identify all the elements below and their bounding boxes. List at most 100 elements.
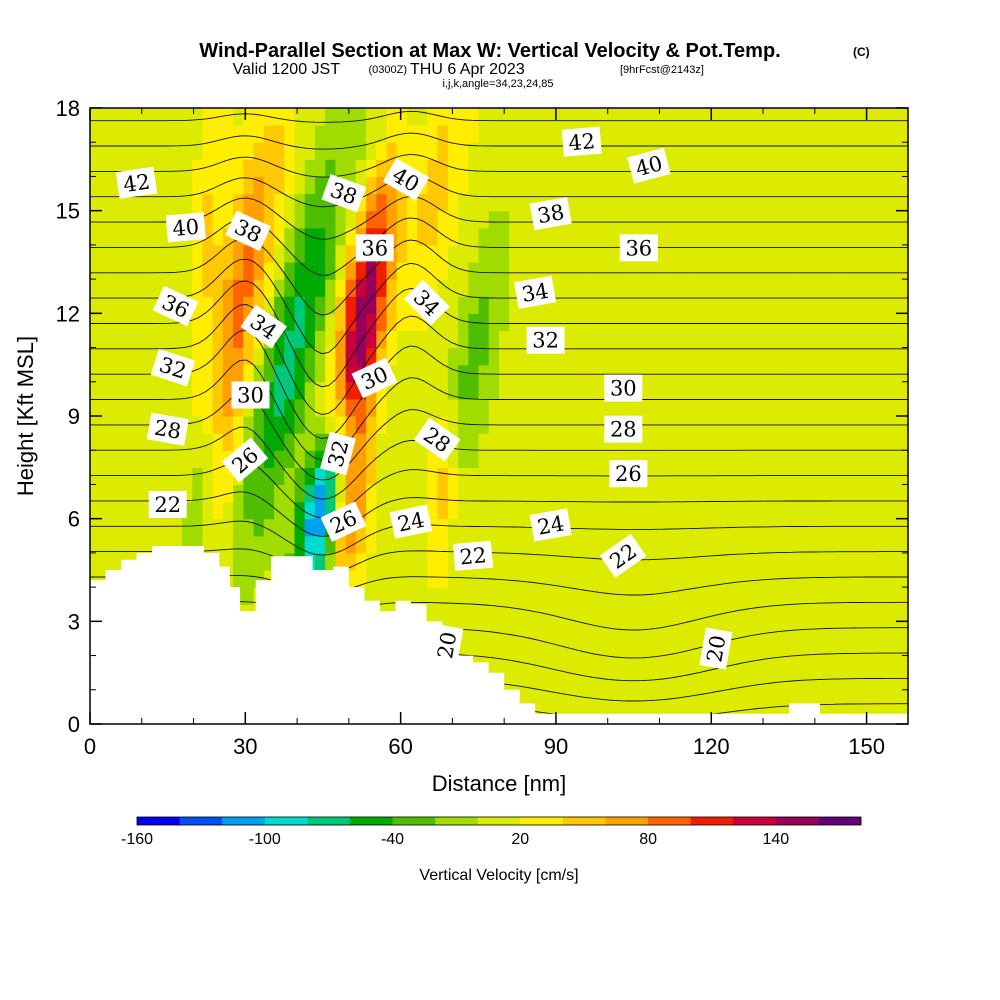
velocity-cell <box>284 330 296 349</box>
subtitle-forecast: [9hrFcst@2143z] <box>620 64 704 76</box>
velocity-cell <box>233 364 244 383</box>
velocity-cell <box>836 210 848 229</box>
velocity-cell <box>110 381 122 400</box>
velocity-cell <box>601 296 613 314</box>
velocity-cell <box>171 330 183 349</box>
velocity-cell <box>519 621 531 640</box>
velocity-cell <box>509 330 521 349</box>
velocity-cell <box>130 210 142 229</box>
velocity-cell <box>304 176 316 195</box>
velocity-cell <box>550 433 561 451</box>
velocity-cell <box>120 347 132 366</box>
velocity-cell <box>652 484 664 503</box>
velocity-cell <box>826 621 838 640</box>
velocity-cell <box>478 227 490 246</box>
velocity-cell <box>192 159 204 178</box>
velocity-cell <box>488 279 500 297</box>
velocity-cell <box>672 210 684 229</box>
velocity-cell <box>192 193 204 212</box>
velocity-cell <box>529 484 541 503</box>
velocity-cell <box>427 501 439 520</box>
velocity-cell <box>621 142 633 160</box>
velocity-cell <box>274 467 285 486</box>
velocity-cell <box>386 398 398 417</box>
velocity-cell <box>703 433 715 451</box>
velocity-cell <box>631 672 643 691</box>
velocity-cell <box>826 398 838 417</box>
velocity-cell <box>458 244 469 263</box>
velocity-cell <box>274 108 285 126</box>
velocity-cell <box>182 484 193 503</box>
velocity-cell <box>887 142 899 160</box>
velocity-cell <box>110 193 122 212</box>
velocity-cell <box>171 313 183 332</box>
velocity-cell <box>611 518 623 537</box>
velocity-cell <box>856 518 868 537</box>
velocity-cell <box>519 244 531 263</box>
velocity-cell <box>836 347 848 366</box>
velocity-cell <box>570 672 582 691</box>
velocity-cell <box>519 142 531 160</box>
velocity-cell <box>499 381 510 400</box>
velocity-cell <box>826 552 838 571</box>
velocity-cell <box>161 125 173 143</box>
velocity-cell <box>376 484 388 503</box>
velocity-cell <box>130 279 142 297</box>
velocity-cell <box>417 227 429 246</box>
velocity-cell <box>846 125 858 143</box>
velocity-cell <box>202 330 214 349</box>
velocity-cell <box>693 244 705 263</box>
velocity-cell <box>499 142 510 160</box>
velocity-cell <box>120 313 132 332</box>
velocity-cell <box>642 279 653 297</box>
velocity-cell <box>836 689 848 708</box>
velocity-cell <box>355 108 367 126</box>
velocity-cell <box>662 193 674 212</box>
colorbar-tick-label: -100 <box>249 831 281 848</box>
colorbar-tick-label: 80 <box>639 831 657 848</box>
velocity-cell <box>478 142 490 160</box>
colorbar-swatch <box>264 817 308 825</box>
velocity-cell <box>713 381 725 400</box>
velocity-cell <box>376 467 388 486</box>
velocity-cell <box>703 672 715 691</box>
velocity-cell <box>621 313 633 332</box>
velocity-cell <box>263 125 275 143</box>
velocity-cell <box>631 450 643 468</box>
velocity-cell <box>826 484 838 503</box>
velocity-cell <box>867 279 878 297</box>
velocity-cell <box>130 142 142 160</box>
velocity-cell <box>274 176 285 195</box>
velocity-cell <box>335 210 347 229</box>
velocity-cell <box>621 655 633 674</box>
velocity-cell <box>713 125 725 143</box>
velocity-cell <box>396 193 408 212</box>
velocity-cell <box>294 125 306 143</box>
velocity-cell <box>775 672 786 691</box>
velocity-cell <box>805 381 817 400</box>
velocity-cell <box>652 347 664 366</box>
velocity-cell <box>642 108 653 126</box>
velocity-cell <box>161 330 173 349</box>
velocity-cell <box>642 176 653 195</box>
velocity-cell <box>396 484 408 503</box>
velocity-cell <box>120 518 132 537</box>
contour-label-bg <box>604 374 643 402</box>
velocity-cell <box>887 227 899 246</box>
velocity-cell <box>785 689 797 708</box>
velocity-cell <box>110 467 122 486</box>
velocity-cell <box>785 244 797 263</box>
velocity-cell <box>836 296 848 314</box>
velocity-cell <box>222 347 234 366</box>
contour-label-bg <box>320 501 367 542</box>
velocity-cell <box>355 279 367 297</box>
velocity-cell <box>846 655 858 674</box>
velocity-cell <box>447 142 459 160</box>
velocity-cell <box>100 193 112 212</box>
velocity-cell <box>263 296 275 314</box>
velocity-cell <box>815 227 827 246</box>
velocity-cell <box>468 518 480 537</box>
velocity-cell <box>151 210 163 229</box>
velocity-cell <box>621 672 633 691</box>
velocity-cell <box>683 347 694 366</box>
